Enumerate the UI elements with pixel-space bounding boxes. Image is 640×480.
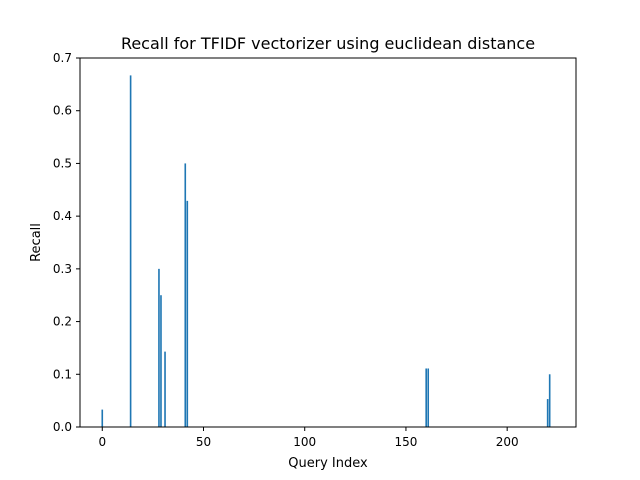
- bar: [186, 200, 189, 427]
- x-tick-label: 100: [293, 435, 316, 449]
- chart-title: Recall for TFIDF vectorizer using euclid…: [121, 34, 535, 53]
- y-tick-label: 0.5: [53, 156, 72, 170]
- y-tick-label: 0.0: [53, 420, 72, 434]
- x-tick-label: 200: [496, 435, 519, 449]
- y-tick-label: 0.7: [53, 51, 72, 65]
- y-axis-label: Recall: [29, 223, 44, 262]
- bar: [101, 409, 104, 427]
- y-tick-label: 0.4: [53, 209, 72, 223]
- bars-group: [101, 75, 551, 427]
- bar: [548, 374, 551, 427]
- x-tick-label: 0: [98, 435, 106, 449]
- bar: [129, 75, 132, 427]
- y-tick-label: 0.6: [53, 104, 72, 118]
- x-tick-label: 150: [394, 435, 417, 449]
- y-axis-ticks: 0.0 0.1 0.2 0.3 0.4 0.5 0.6 0.7: [53, 51, 80, 434]
- bar: [546, 399, 549, 427]
- y-tick-label: 0.1: [53, 367, 72, 381]
- x-axis-ticks: 0 50 100 150 200: [98, 427, 519, 449]
- y-tick-label: 0.2: [53, 315, 72, 329]
- bar: [164, 351, 166, 427]
- bar: [425, 368, 427, 427]
- bar: [184, 163, 187, 427]
- bar: [427, 368, 430, 427]
- y-tick-label: 0.3: [53, 262, 72, 276]
- bar: [158, 268, 160, 427]
- x-axis-label: Query Index: [288, 456, 368, 471]
- plot-frame: [79, 57, 577, 428]
- bar: [160, 295, 162, 427]
- x-tick-label: 50: [196, 435, 211, 449]
